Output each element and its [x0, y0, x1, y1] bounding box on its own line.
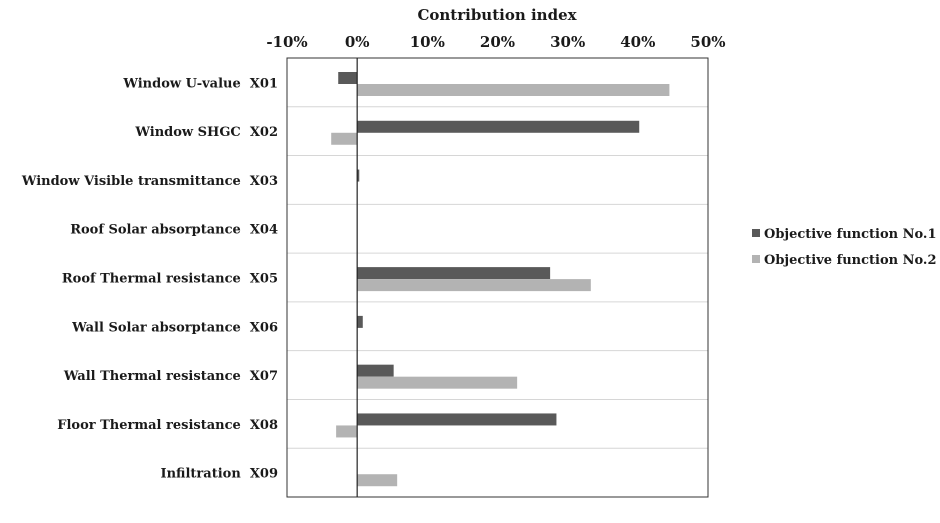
bar-series-1-8 [357, 413, 557, 426]
bar-series-2-9 [357, 474, 398, 487]
x-axis-ticks: -10% 0% 10% 20% 30% 40% 50% [266, 33, 725, 51]
category-label: Floor Thermal resistance X08 [57, 418, 278, 433]
category-label: Wall Solar absorptance X06 [71, 320, 278, 335]
category-labels: Window U-value X01 Window SHGC X02 Window … [21, 76, 278, 481]
category-label: Roof Solar absorptance X04 [70, 223, 278, 238]
category-label: Window SHGC X02 [134, 125, 278, 140]
x-axis-title: Contribution index [417, 6, 577, 24]
x-tick-label: 10% [410, 33, 445, 51]
legend-swatch [752, 255, 760, 263]
x-tick-label: 30% [550, 33, 585, 51]
category-label: Roof Thermal resistance X05 [62, 272, 278, 287]
bar-series-1-5 [357, 267, 551, 280]
x-tick-label: 40% [620, 33, 655, 51]
bar-series-2-7 [357, 376, 518, 389]
bar-series-1-3 [357, 169, 360, 182]
x-tick-label: 50% [690, 33, 725, 51]
legend: Objective function No.1 Objective functio… [752, 227, 937, 268]
category-label: Infiltration X09 [161, 467, 279, 482]
bar-series-2-5 [357, 279, 591, 292]
category-label: Window Visible transmittance X03 [21, 174, 278, 189]
plot-frame [286, 57, 709, 498]
x-tick-label: -10% [266, 33, 307, 51]
legend-label: Objective function No.2 [764, 253, 937, 268]
bar-series-1-1 [338, 72, 358, 84]
x-tick-label: 0% [345, 33, 370, 51]
legend-label: Objective function No.1 [764, 227, 937, 242]
bar-series-2-1 [357, 84, 670, 96]
bar-series-1-7 [357, 364, 394, 377]
legend-swatch [752, 229, 760, 237]
bar-series-1-2 [357, 120, 640, 133]
bar-series-2-2 [331, 132, 358, 145]
x-tick-label: 20% [480, 33, 515, 51]
bar-series-2-8 [336, 425, 358, 438]
category-label: Wall Thermal resistance X07 [63, 369, 278, 384]
category-label: Window U-value X01 [122, 76, 278, 91]
bars [331, 72, 670, 487]
bar-series-1-6 [357, 315, 363, 328]
